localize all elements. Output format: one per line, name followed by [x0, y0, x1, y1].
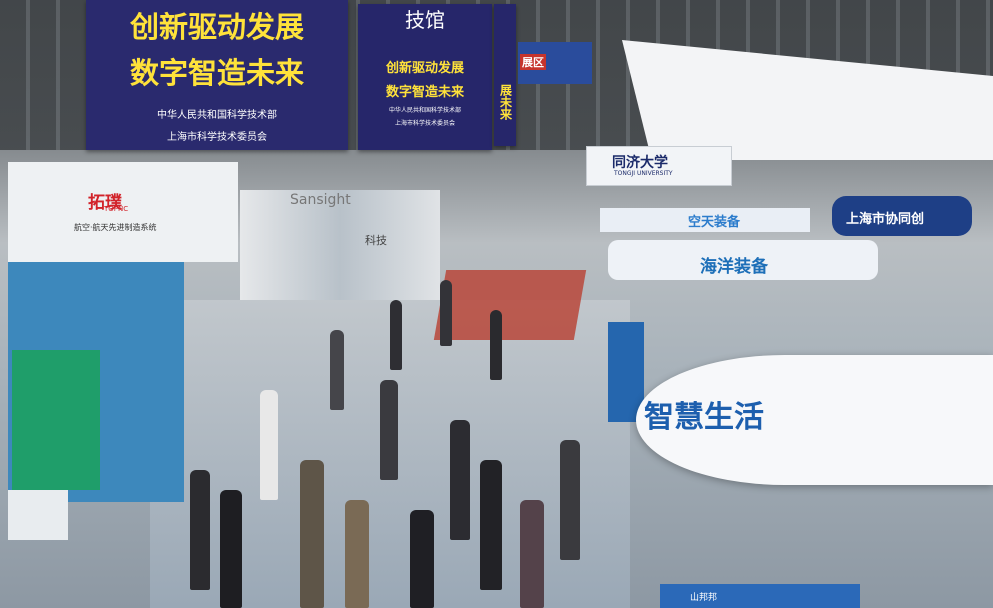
zone-label: 展区	[520, 54, 546, 70]
smart-life-label: 智慧生活	[644, 400, 764, 435]
tech-sign: 科技	[365, 234, 387, 247]
banner-org-1: 中华人民共和国科学技术部	[157, 110, 277, 121]
topnc-logo-sub: TOPNC	[104, 205, 129, 213]
reception-desk	[8, 490, 68, 540]
left-green-display	[12, 350, 100, 490]
visitor	[480, 460, 502, 590]
visitor	[410, 510, 434, 608]
topnc-caption: 航空·航天先进制造系统	[74, 223, 157, 232]
bottom-sign-label: 山邦邦	[690, 593, 718, 603]
visitor	[190, 470, 210, 590]
visitor	[260, 390, 278, 500]
visitor	[450, 420, 470, 540]
middle-booths	[240, 190, 440, 300]
bottom-sign	[660, 584, 860, 608]
banner-org-2: 上海市科学技术委员会	[167, 132, 267, 143]
visitor	[490, 310, 502, 380]
blue-panel	[608, 322, 644, 422]
space-equipment-label: 空天装备	[688, 215, 741, 230]
banner-org-1: 中华人民共和国科学技术部	[388, 107, 461, 114]
crowd	[180, 240, 620, 608]
second-hanging-banner: 技馆 创新驱动发展 数字智造未来 中华人民共和国科学技术部 上海市科学技术委员会	[358, 4, 492, 150]
shanghai-sign	[832, 196, 972, 236]
visitor	[330, 330, 344, 410]
visitor	[390, 300, 402, 370]
banner-calligraphy: 技馆	[405, 8, 445, 32]
ocean-equipment-label: 海洋装备	[700, 257, 768, 277]
banner-vertical-text: 展未来	[498, 84, 513, 120]
space-equipment-sign	[600, 208, 810, 232]
topnc-logo: 拓璞	[88, 193, 122, 213]
banner-line-1: 创新驱动发展	[385, 61, 464, 76]
visitor	[560, 440, 580, 560]
visitor	[520, 500, 544, 608]
smart-life-ring	[636, 355, 993, 485]
sansight-sign: Sansight	[290, 192, 351, 208]
banner-line-2: 数字智造未来	[385, 85, 464, 100]
shanghai-label: 上海市协同创	[846, 212, 925, 227]
visitor	[345, 500, 369, 608]
tongji-sub: TONGJI UNIVERSITY	[614, 170, 673, 177]
main-hanging-banner: 创新驱动发展 数字智造未来 中华人民共和国科学技术部 上海市科学技术委员会	[86, 0, 348, 150]
tongji-name: 同济大学	[612, 155, 668, 171]
tongji-sign	[586, 146, 732, 186]
topnc-booth-wall	[8, 162, 238, 262]
visitor	[440, 280, 452, 346]
visitor	[300, 460, 324, 608]
visitor	[220, 490, 242, 608]
visitor	[380, 380, 398, 480]
banner-line-1: 创新驱动发展	[129, 10, 304, 44]
banner-org-2: 上海市科学技术委员会	[394, 120, 455, 127]
banner-line-2: 数字智造未来	[129, 56, 304, 90]
ocean-equipment-sign	[608, 240, 878, 280]
third-hanging-banner: 展未来	[494, 4, 516, 146]
